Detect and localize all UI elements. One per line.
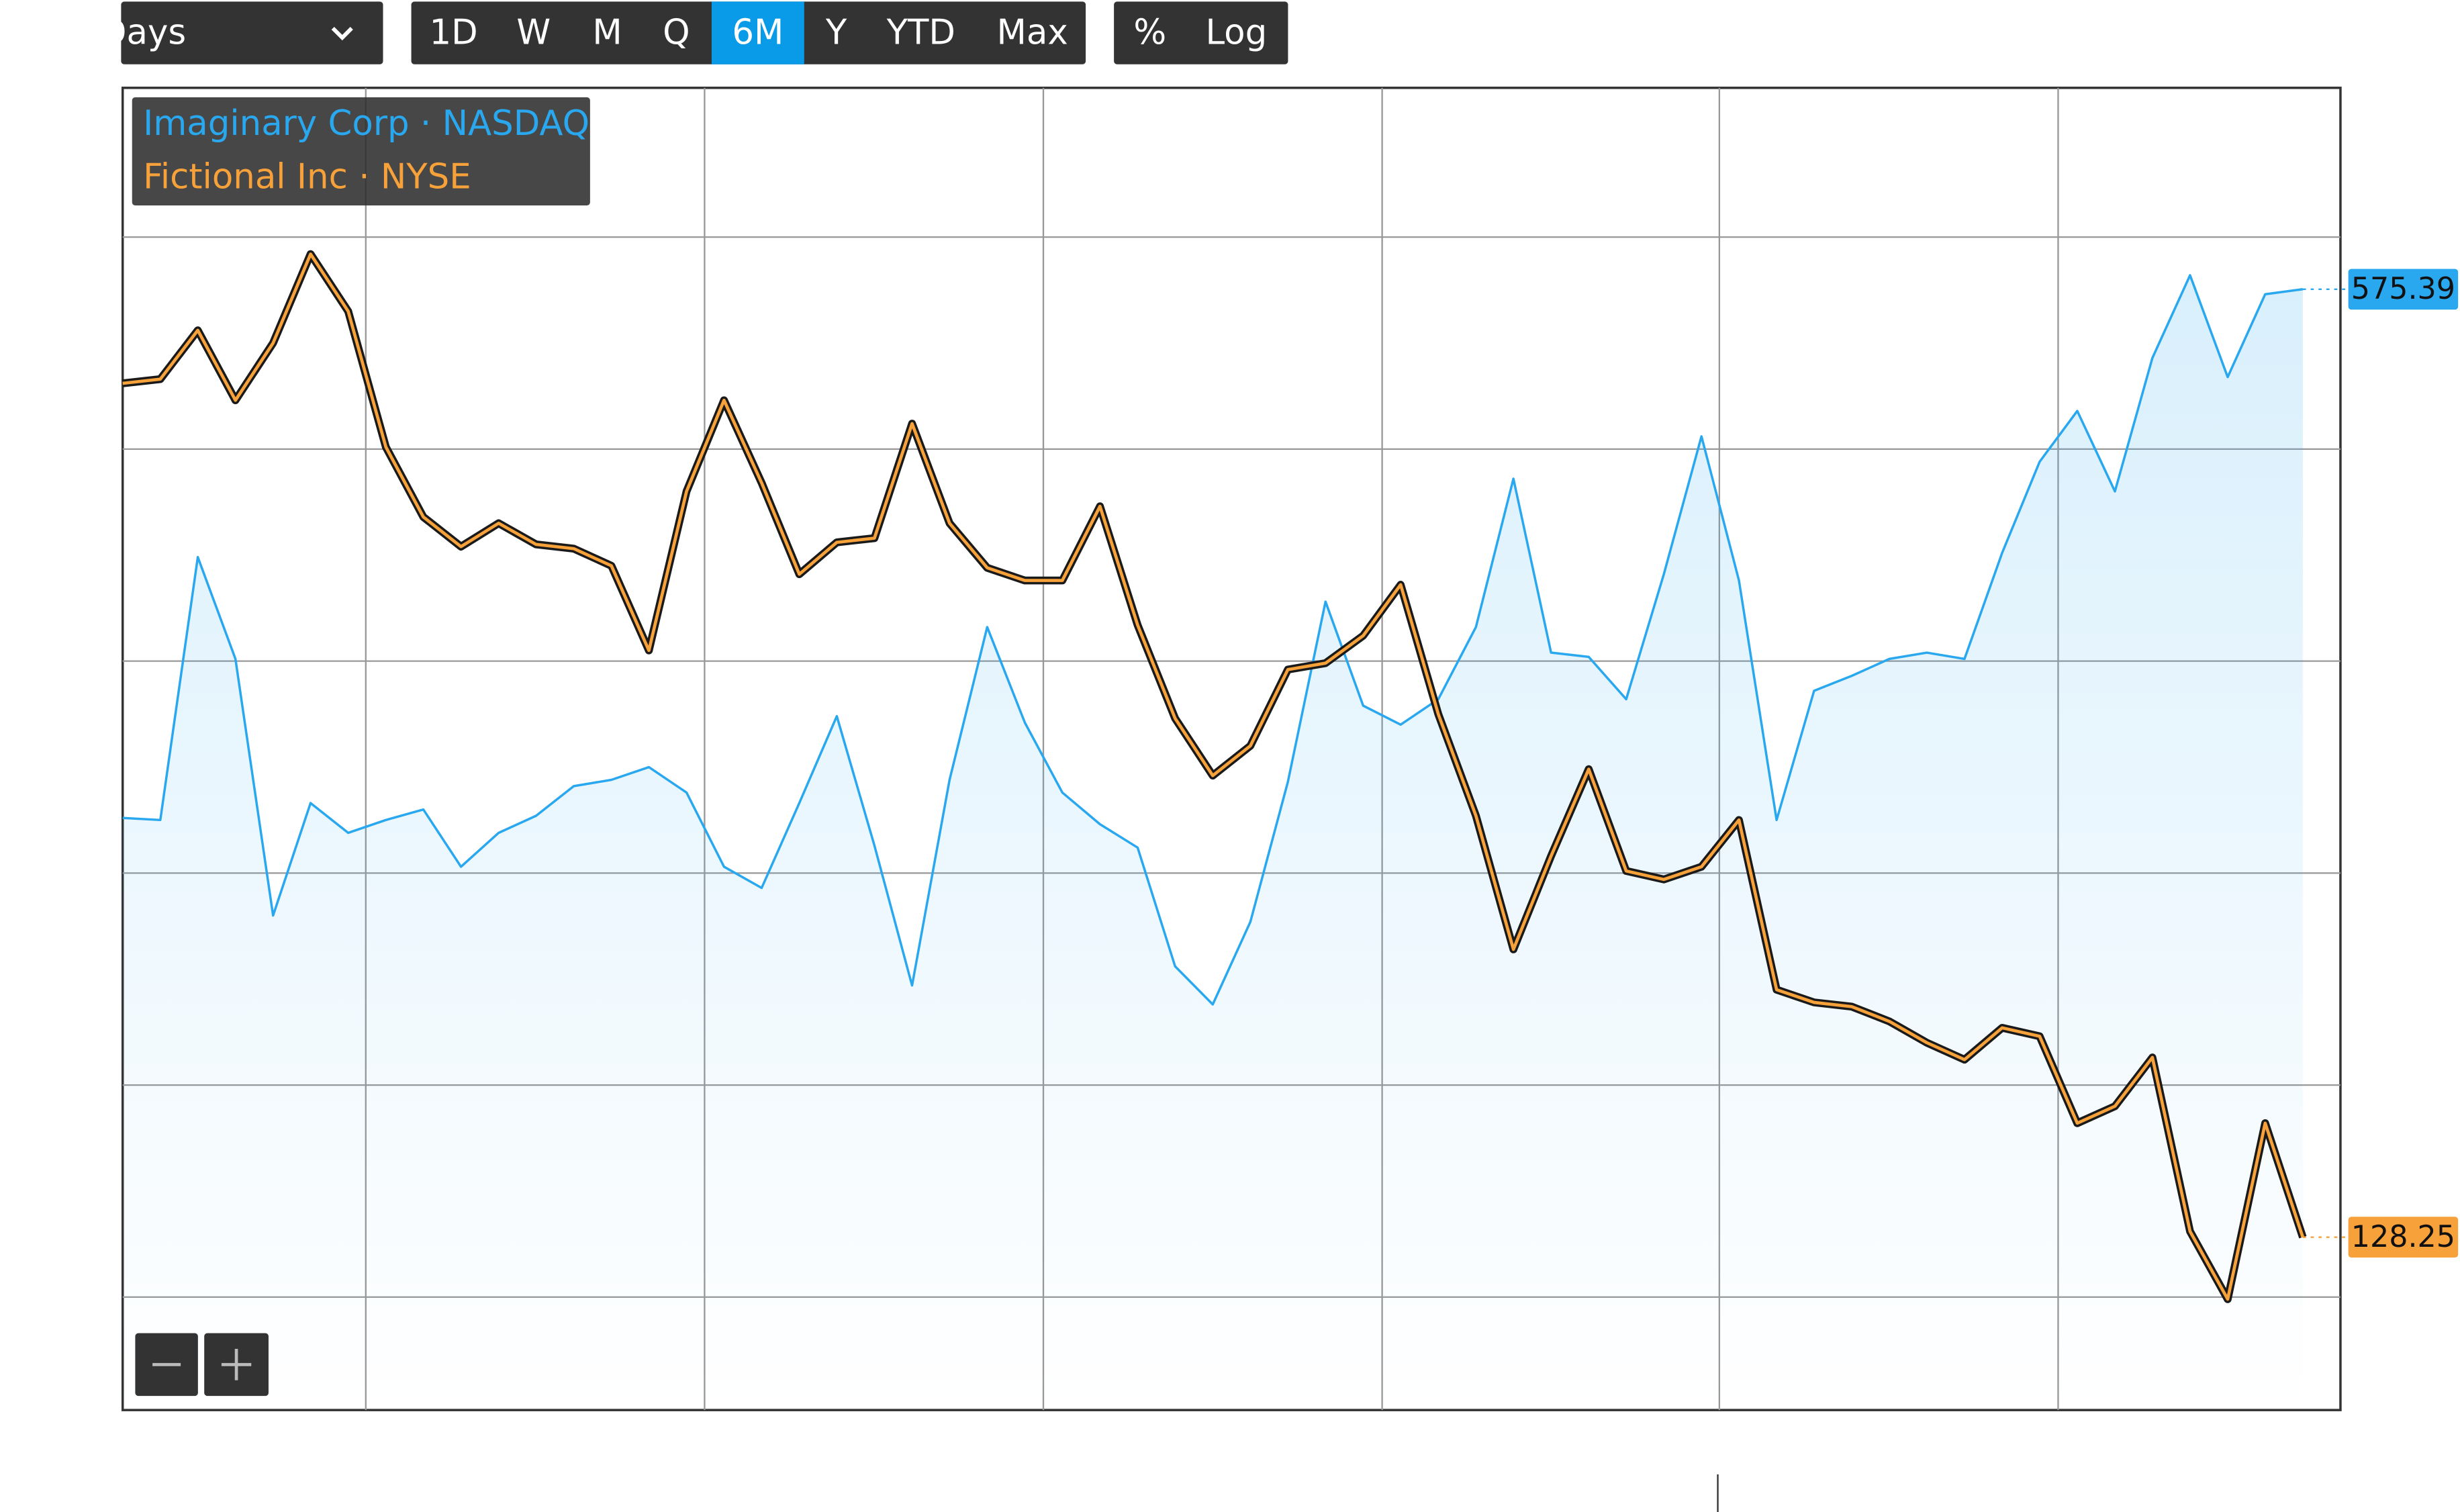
range-button[interactable]: Y [825,12,847,52]
range-button[interactable]: 1D [430,12,478,52]
series-line [122,274,2304,1006]
range-button[interactable]: YTD [886,12,955,52]
interval-dropdown[interactable] [121,1,383,64]
last-value-label: 128.25 [2351,1220,2455,1254]
plot: 575.39 128.25 Imaginary Corp · NASDAQ Ficti… [122,97,2459,1411]
legend-entry: Fictional Inc · NYSE [143,156,471,197]
range-button-active[interactable] [711,1,804,64]
mode-group [1114,1,1288,64]
legend-box [132,97,590,206]
last-value-label: 575.39 [2351,272,2455,306]
interval-label: Days [100,12,186,52]
series-area [122,275,2303,1411]
dropdown-caret [331,26,353,41]
series-line [122,252,2305,1301]
range-button[interactable]: W [516,12,551,52]
legend-entry: Imaginary Corp · NASDAQ [143,103,589,144]
mode-button[interactable]: Log [1205,12,1267,52]
range-button[interactable]: 6M [732,12,784,52]
last-value-badge [2348,269,2459,310]
range-button[interactable]: Max [997,12,1068,52]
toolbar: Days 1D W M Q 6M Y YTD Max% Log [100,1,1288,64]
zoom-controls [135,1333,269,1397]
range-button[interactable]: Q [663,12,690,52]
range-button[interactable]: M [592,12,622,52]
last-value-badge [2348,1217,2459,1258]
mode-button[interactable]: % [1133,12,1166,52]
